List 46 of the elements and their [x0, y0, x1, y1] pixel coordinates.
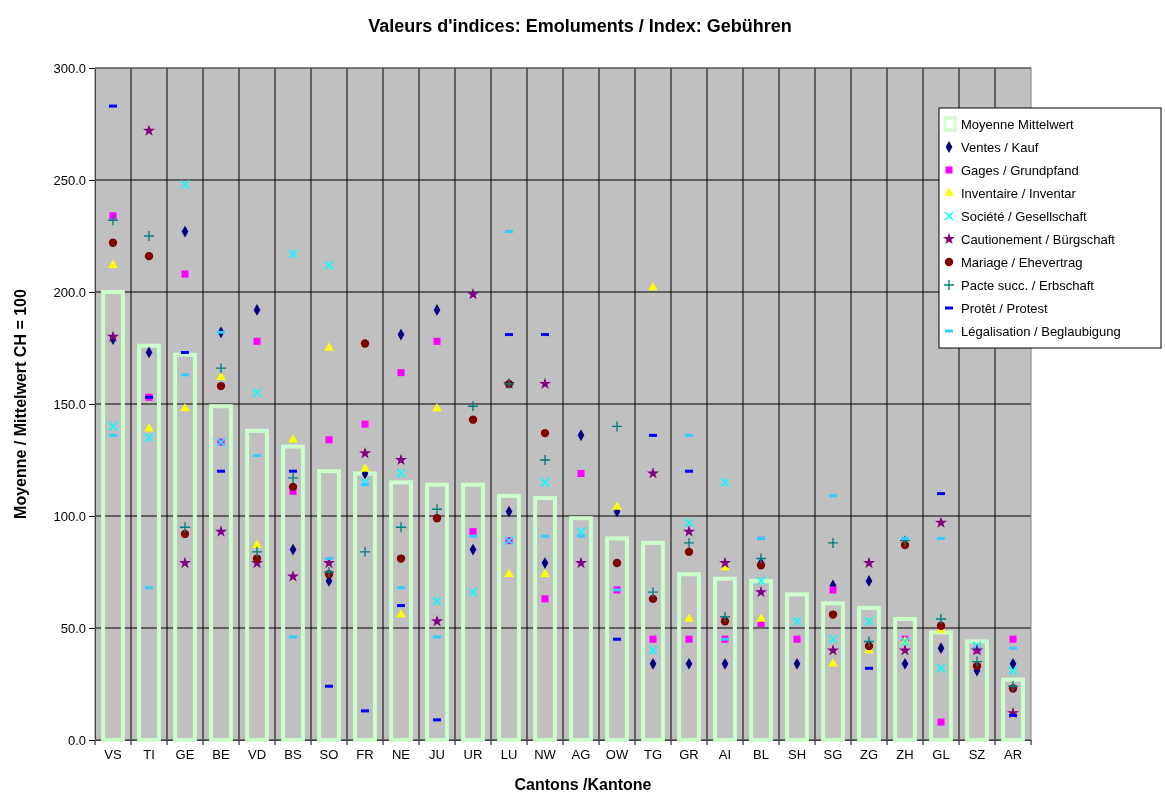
x-tick-label: SZ — [968, 747, 986, 763]
legend-label: Inventaire / Inventar — [961, 186, 1077, 201]
x-tick-label: OW — [605, 747, 629, 763]
legend-label: Moyenne Mittelwert — [961, 117, 1075, 132]
x-tick-label: AG — [571, 747, 591, 763]
x-tick-label: TG — [643, 747, 663, 763]
x-tick-label: ZG — [859, 747, 879, 763]
x-tick-label: TI — [143, 747, 155, 763]
x-tick-label: BL — [753, 747, 769, 763]
y-tick-label: 150.0 — [53, 396, 86, 412]
x-tick-label: BE — [212, 747, 230, 763]
x-tick-label: FR — [356, 747, 374, 763]
x-tick-label: NE — [391, 747, 411, 763]
legend-label: Gages / Grundpfand — [961, 163, 1079, 178]
x-tick-label: VS — [104, 747, 122, 763]
legend-label: Pacte succ. / Erbschaft — [961, 278, 1095, 293]
x-tick-label: UR — [463, 747, 483, 763]
legend-label: Ventes / Kauf — [961, 140, 1039, 155]
x-tick-label: SO — [319, 747, 339, 763]
x-tick-label: GL — [932, 747, 950, 763]
legend-label: Cautionement / Bürgschaft — [961, 232, 1116, 247]
x-tick-label: BS — [284, 747, 302, 763]
y-tick-label: 0.0 — [67, 732, 86, 748]
x-tick-label: VD — [247, 747, 267, 763]
x-tick-label: SG — [823, 747, 843, 763]
x-tick-label: LU — [500, 747, 518, 763]
y-tick-label: 200.0 — [53, 284, 86, 300]
x-tick-label: GR — [679, 747, 699, 763]
x-tick-label: SH — [787, 747, 807, 763]
chart-title: Valeurs d'indices: Emoluments / Index: Gebühren — [368, 16, 792, 36]
legend-label: Protêt / Protest — [961, 301, 1049, 316]
x-tick-label: AI — [718, 747, 732, 763]
legend-label: Légalisation / Beglaubigung — [961, 324, 1121, 339]
x-tick-label: JU — [429, 747, 445, 763]
y-tick-label: 50.0 — [60, 620, 86, 636]
y-axis-title: Moyenne / Mittelwert CH = 100 — [12, 288, 29, 519]
x-tick-label: GE — [175, 747, 195, 763]
x-tick-label: ZH — [896, 747, 914, 763]
legend-label: Mariage / Ehevertrag — [961, 255, 1083, 270]
x-tick-label: AR — [1003, 747, 1023, 763]
y-tick-label: 300.0 — [53, 60, 86, 76]
x-tick-label: NW — [534, 747, 557, 763]
y-tick-label: 250.0 — [53, 172, 86, 188]
legend-label: Société / Gesellschaft — [961, 209, 1088, 224]
y-tick-label: 100.0 — [53, 508, 86, 524]
x-axis-title: Cantons /Kantone — [514, 776, 652, 793]
